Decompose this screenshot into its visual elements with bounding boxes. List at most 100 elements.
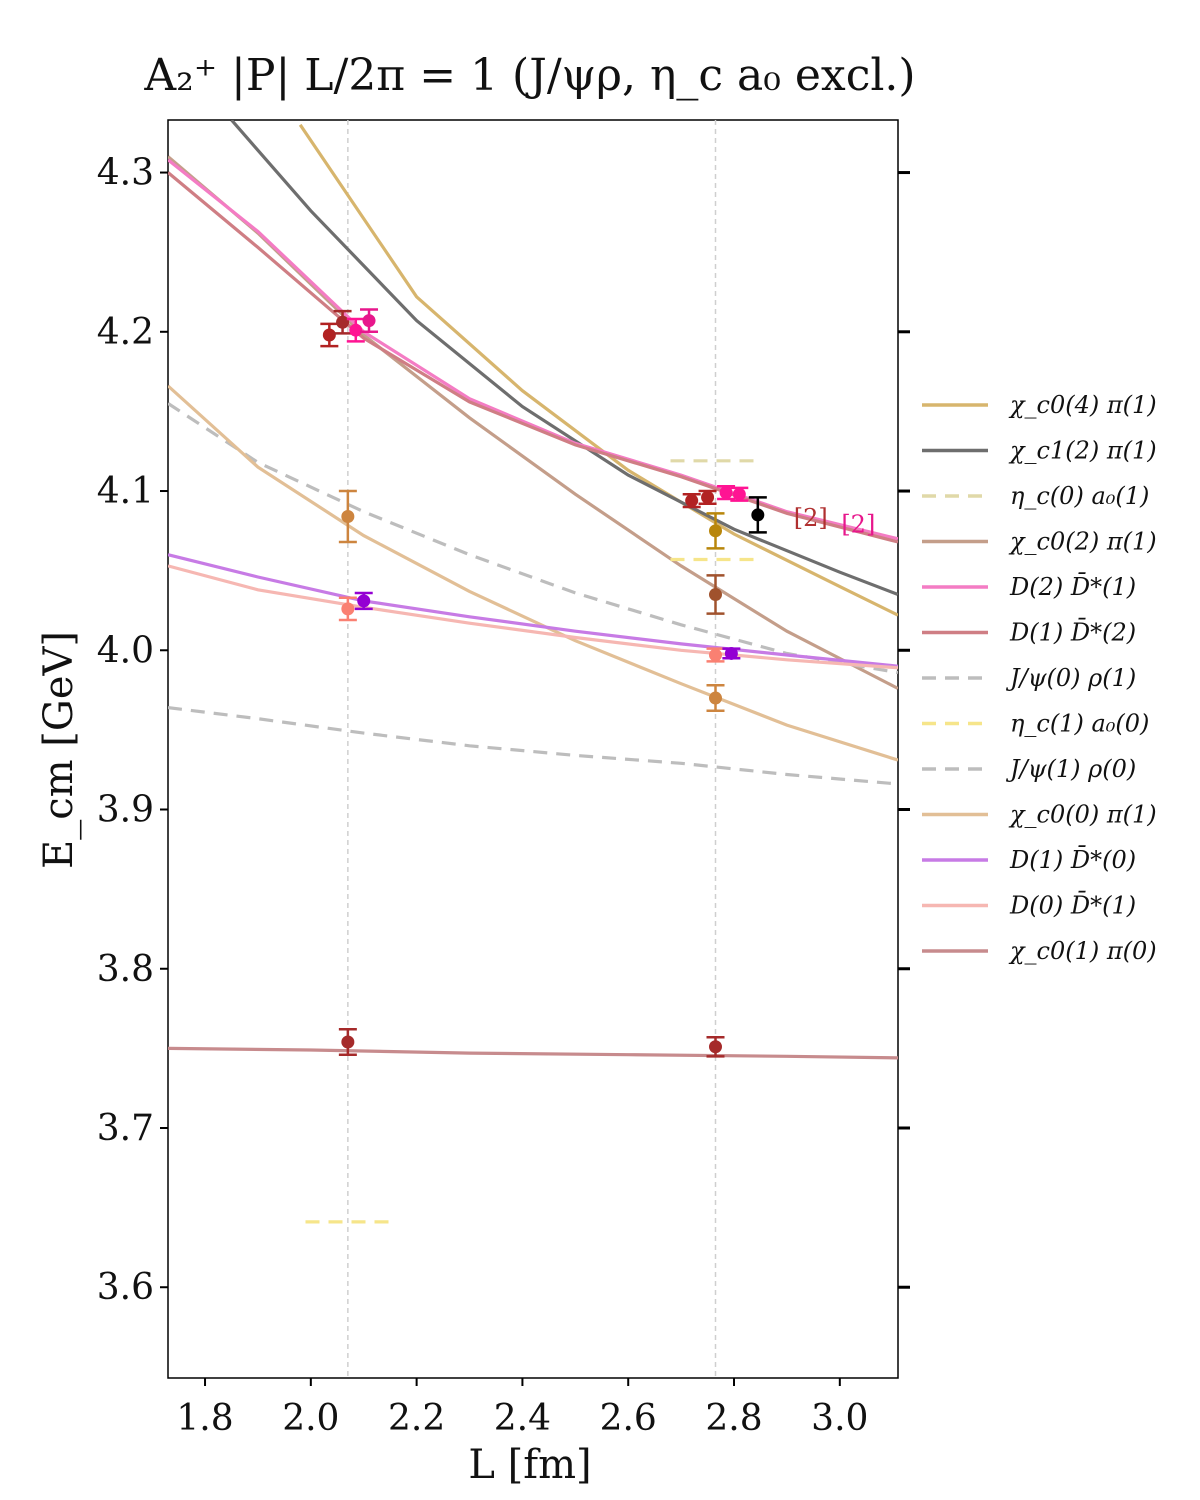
point-marker: [709, 1040, 722, 1054]
point-marker: [751, 508, 765, 522]
data-point: [722, 646, 741, 660]
legend-entry: D(0) D̄*(1): [922, 891, 1136, 920]
annotations: [2] [2]: [794, 504, 876, 538]
legend-entry: χ_c1(2) π(1): [922, 437, 1157, 465]
data-point: [346, 317, 365, 343]
x-tick-label: 3.0: [811, 1398, 868, 1439]
point-marker: [709, 648, 722, 662]
y-tick-label: 3.8: [97, 949, 154, 990]
x-axis: 1.8 2.0 2.2 2.4 2.6 2.8 3.0: [176, 1378, 868, 1439]
data-point: [354, 591, 373, 611]
point-marker: [322, 328, 336, 342]
legend-label: D(1) D̄*(2): [1009, 618, 1136, 646]
x-tick-label: 2.0: [282, 1398, 339, 1439]
data-point: [706, 647, 725, 663]
legend-entry: χ_c0(0) π(1): [922, 801, 1157, 829]
series-line-4: [168, 158, 898, 541]
legend-entry: η_c(0) a₀(1): [922, 482, 1149, 510]
y-tick-label: 4.1: [97, 471, 154, 512]
series-line-10: [168, 553, 898, 668]
y-tick-label: 4.3: [97, 153, 154, 194]
series-line-12: [168, 1046, 898, 1060]
data-point: [717, 485, 736, 501]
point-marker: [732, 487, 746, 501]
x-tick-label: 1.8: [176, 1398, 233, 1439]
legend-entry: D(1) D̄*(0): [922, 846, 1136, 874]
data-point: [730, 486, 749, 502]
series-line-1: [230, 120, 898, 596]
y-tick-label: 3.6: [97, 1267, 154, 1308]
series-line-5: [168, 171, 898, 544]
x-axis-label: L [fm]: [468, 1442, 591, 1488]
legend-entry: η_c(1) a₀(0): [922, 710, 1149, 738]
data-point: [338, 1028, 357, 1056]
x-tick-label: 2.6: [600, 1398, 657, 1439]
point-marker: [709, 524, 722, 538]
series-line-0: [298, 123, 898, 617]
series-line-8: [168, 706, 898, 786]
data-point: [706, 684, 725, 713]
legend-entry: J/ψ(1) ρ(0): [922, 755, 1136, 783]
annotation-label: [2]: [841, 510, 875, 538]
point-marker: [709, 691, 722, 705]
legend-entry: J/ψ(0) ρ(1): [922, 664, 1136, 692]
x-tick-label: 2.4: [494, 1398, 551, 1439]
series-line-11: [168, 564, 898, 670]
legend-entry: χ_c0(1) π(0): [922, 937, 1157, 965]
y-tick-label: 3.9: [97, 790, 154, 831]
data-point: [682, 492, 701, 509]
data-point: [360, 308, 379, 334]
series-line-6: [168, 402, 898, 675]
legend-label: χ_c0(0) π(1): [1008, 801, 1157, 829]
point-marker: [724, 646, 738, 660]
series-line-3: [168, 155, 898, 690]
x-tick-label: 2.2: [388, 1398, 445, 1439]
data-point: [706, 512, 725, 550]
series-line-9: [168, 384, 898, 762]
point-marker: [709, 588, 722, 602]
point-marker: [362, 314, 376, 328]
legend-label: χ_c0(4) π(1): [1008, 391, 1157, 419]
curves: [168, 120, 898, 1224]
chart-title: A₂⁺ |P| L/2π = 1 (J/ψρ, η_c a₀ excl.): [143, 50, 915, 101]
reference-lines: [347, 120, 717, 1378]
point-marker: [701, 490, 715, 504]
data-point: [320, 322, 339, 348]
data-point: [333, 309, 352, 335]
data-point: [338, 596, 357, 622]
point-marker: [341, 510, 355, 524]
legend-label: D(2) D̄*(1): [1009, 573, 1136, 601]
y-axis-label: E_cm [GeV]: [36, 631, 82, 869]
y-tick-label: 3.7: [97, 1108, 154, 1149]
point-marker: [341, 1035, 355, 1049]
legend: χ_c0(4) π(1) χ_c1(2) π(1) η_c(0) a₀(1) χ_c0…: [922, 391, 1157, 965]
legend-entry: D(1) D̄*(2): [922, 618, 1136, 647]
legend-label: η_c(1) a₀(0): [1010, 710, 1149, 738]
data-point: [706, 1035, 725, 1058]
point-marker: [685, 494, 699, 508]
data-points: [320, 308, 767, 1058]
data-point: [748, 496, 767, 534]
data-point: [338, 489, 357, 544]
legend-entry: χ_c0(2) π(1): [922, 528, 1157, 556]
point-marker: [357, 594, 371, 608]
legend-label: η_c(0) a₀(1): [1010, 482, 1149, 510]
legend-entry: χ_c0(4) π(1): [922, 391, 1157, 419]
point-marker: [719, 486, 733, 500]
legend-label: χ_c0(2) π(1): [1008, 528, 1157, 556]
y-axis: 3.6 3.7 3.8 3.9 4.0 4.1 4.2 4.3: [97, 153, 910, 1308]
point-marker: [336, 315, 350, 329]
data-point: [706, 574, 725, 615]
legend-label: χ_c1(2) π(1): [1008, 437, 1157, 465]
legend-label: J/ψ(1) ρ(0): [1005, 755, 1136, 783]
point-marker: [349, 323, 363, 337]
legend-entry: D(2) D̄*(1): [922, 573, 1136, 601]
x-tick-label: 2.8: [705, 1398, 762, 1439]
y-tick-label: 4.0: [97, 630, 154, 671]
annotation-label: [2]: [794, 504, 828, 532]
legend-label: J/ψ(0) ρ(1): [1005, 664, 1136, 692]
legend-label: D(1) D̄*(0): [1009, 846, 1136, 874]
point-marker: [341, 602, 355, 616]
legend-label: χ_c0(1) π(0): [1008, 937, 1157, 965]
